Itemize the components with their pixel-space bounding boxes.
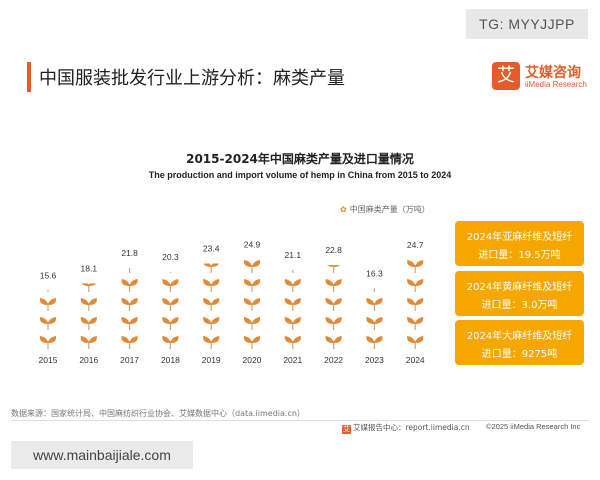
category-label-2021: 2021 bbox=[283, 355, 302, 365]
hemp-import-box: 2024年大麻纤维及短纤 进口量：9275吨 bbox=[455, 320, 584, 365]
bar-partial-2017 bbox=[129, 267, 131, 273]
footer-report-link: 艾艾媒报告中心：report.iimedia.cn bbox=[342, 422, 470, 434]
jute-import-value: 进口量：3.0万吨 bbox=[481, 300, 558, 311]
category-label-2019: 2019 bbox=[202, 355, 221, 365]
value-label-2020: 24.9 bbox=[244, 239, 261, 249]
watermark-bottom: www.mainbaijiale.com bbox=[11, 441, 193, 469]
value-label-2019: 23.4 bbox=[203, 243, 220, 253]
flax-import-box: 2024年亚麻纤维及短纤 进口量：19.5万吨 bbox=[455, 221, 584, 266]
jute-import-box: 2024年黄麻纤维及短纤 进口量：3.0万吨 bbox=[455, 271, 584, 316]
bar-2023 bbox=[366, 288, 383, 349]
bar-2018 bbox=[162, 272, 179, 349]
bar-partial-2020 bbox=[243, 260, 261, 273]
report-logo-icon: 艾 bbox=[342, 425, 351, 434]
footer-copyright: ©2025 iiMedia Research Inc bbox=[486, 422, 581, 431]
hemp-import-title: 2024年大麻纤维及短纤 bbox=[466, 331, 573, 342]
chart-subtitle: The production and import volume of hemp… bbox=[148, 170, 452, 180]
value-label-2021: 21.1 bbox=[285, 250, 302, 260]
category-label-2024: 2024 bbox=[406, 355, 425, 365]
value-label-2016: 18.1 bbox=[81, 263, 98, 273]
category-label-2020: 2020 bbox=[243, 355, 262, 365]
category-label-2022: 2022 bbox=[324, 355, 343, 365]
value-label-2017: 21.8 bbox=[121, 248, 138, 258]
data-source: 数据来源：国家统计局、中国麻纺织行业协会、艾媒数据中心（data.iimedia… bbox=[11, 409, 305, 418]
category-label-2018: 2018 bbox=[161, 355, 180, 365]
flax-import-value: 进口量：19.5万吨 bbox=[478, 250, 561, 261]
legend-leaf-icon: ✿ bbox=[340, 205, 347, 214]
footer-divider bbox=[11, 420, 589, 421]
footer-report-text: 艾媒报告中心：report.iimedia.cn bbox=[353, 423, 470, 432]
iimedia-logo: 艾 艾媒咨询 iiMedia Research bbox=[492, 62, 590, 92]
value-label-2018: 20.3 bbox=[162, 252, 179, 262]
bar-2016 bbox=[80, 283, 97, 349]
watermark-top: TG: MYYJJPP bbox=[466, 9, 588, 39]
logo-subtitle: iiMedia Research bbox=[525, 80, 587, 89]
category-label-2015: 2015 bbox=[39, 355, 58, 365]
page-title: 中国服装批发行业上游分析：麻类产量 bbox=[39, 68, 345, 89]
value-label-2024: 24.7 bbox=[407, 240, 424, 250]
flax-import-title: 2024年亚麻纤维及短纤 bbox=[466, 232, 573, 243]
bar-partial-2021 bbox=[292, 269, 294, 273]
chart-title: 2015-2024年中国麻类产量及进口量情况 bbox=[186, 152, 414, 166]
category-label-2016: 2016 bbox=[79, 355, 98, 365]
value-label-2022: 22.8 bbox=[325, 245, 342, 255]
bar-partial-2019 bbox=[203, 263, 219, 273]
hemp-import-value: 进口量：9275吨 bbox=[481, 349, 558, 360]
bar-2015 bbox=[39, 290, 57, 349]
bar-2024 bbox=[407, 260, 424, 349]
bar-partial-2023 bbox=[373, 288, 375, 292]
bar-partial-2016 bbox=[81, 283, 97, 292]
legend-label: 中国麻类产量（万吨） bbox=[349, 205, 430, 214]
category-label-2023: 2023 bbox=[365, 355, 384, 365]
logo-mark: 艾 bbox=[492, 62, 520, 90]
logo-name: 艾媒咨询 bbox=[525, 65, 581, 81]
bar-partial-2024 bbox=[407, 260, 424, 273]
bar-2022 bbox=[325, 265, 342, 349]
title-accent-bar bbox=[27, 62, 31, 92]
value-label-2015: 15.6 bbox=[40, 270, 57, 280]
category-label-2017: 2017 bbox=[120, 355, 139, 365]
bar-2019 bbox=[203, 263, 220, 349]
value-label-2023: 16.3 bbox=[366, 268, 383, 278]
chart-legend: ✿ 中国麻类产量（万吨） bbox=[340, 204, 430, 215]
bar-2020 bbox=[243, 260, 261, 349]
bar-2017 bbox=[121, 267, 138, 349]
bar-partial-2022 bbox=[327, 265, 341, 273]
bar-2021 bbox=[284, 269, 301, 349]
jute-import-title: 2024年黄麻纤维及短纤 bbox=[466, 282, 573, 293]
bar-partial-2015 bbox=[47, 290, 49, 292]
